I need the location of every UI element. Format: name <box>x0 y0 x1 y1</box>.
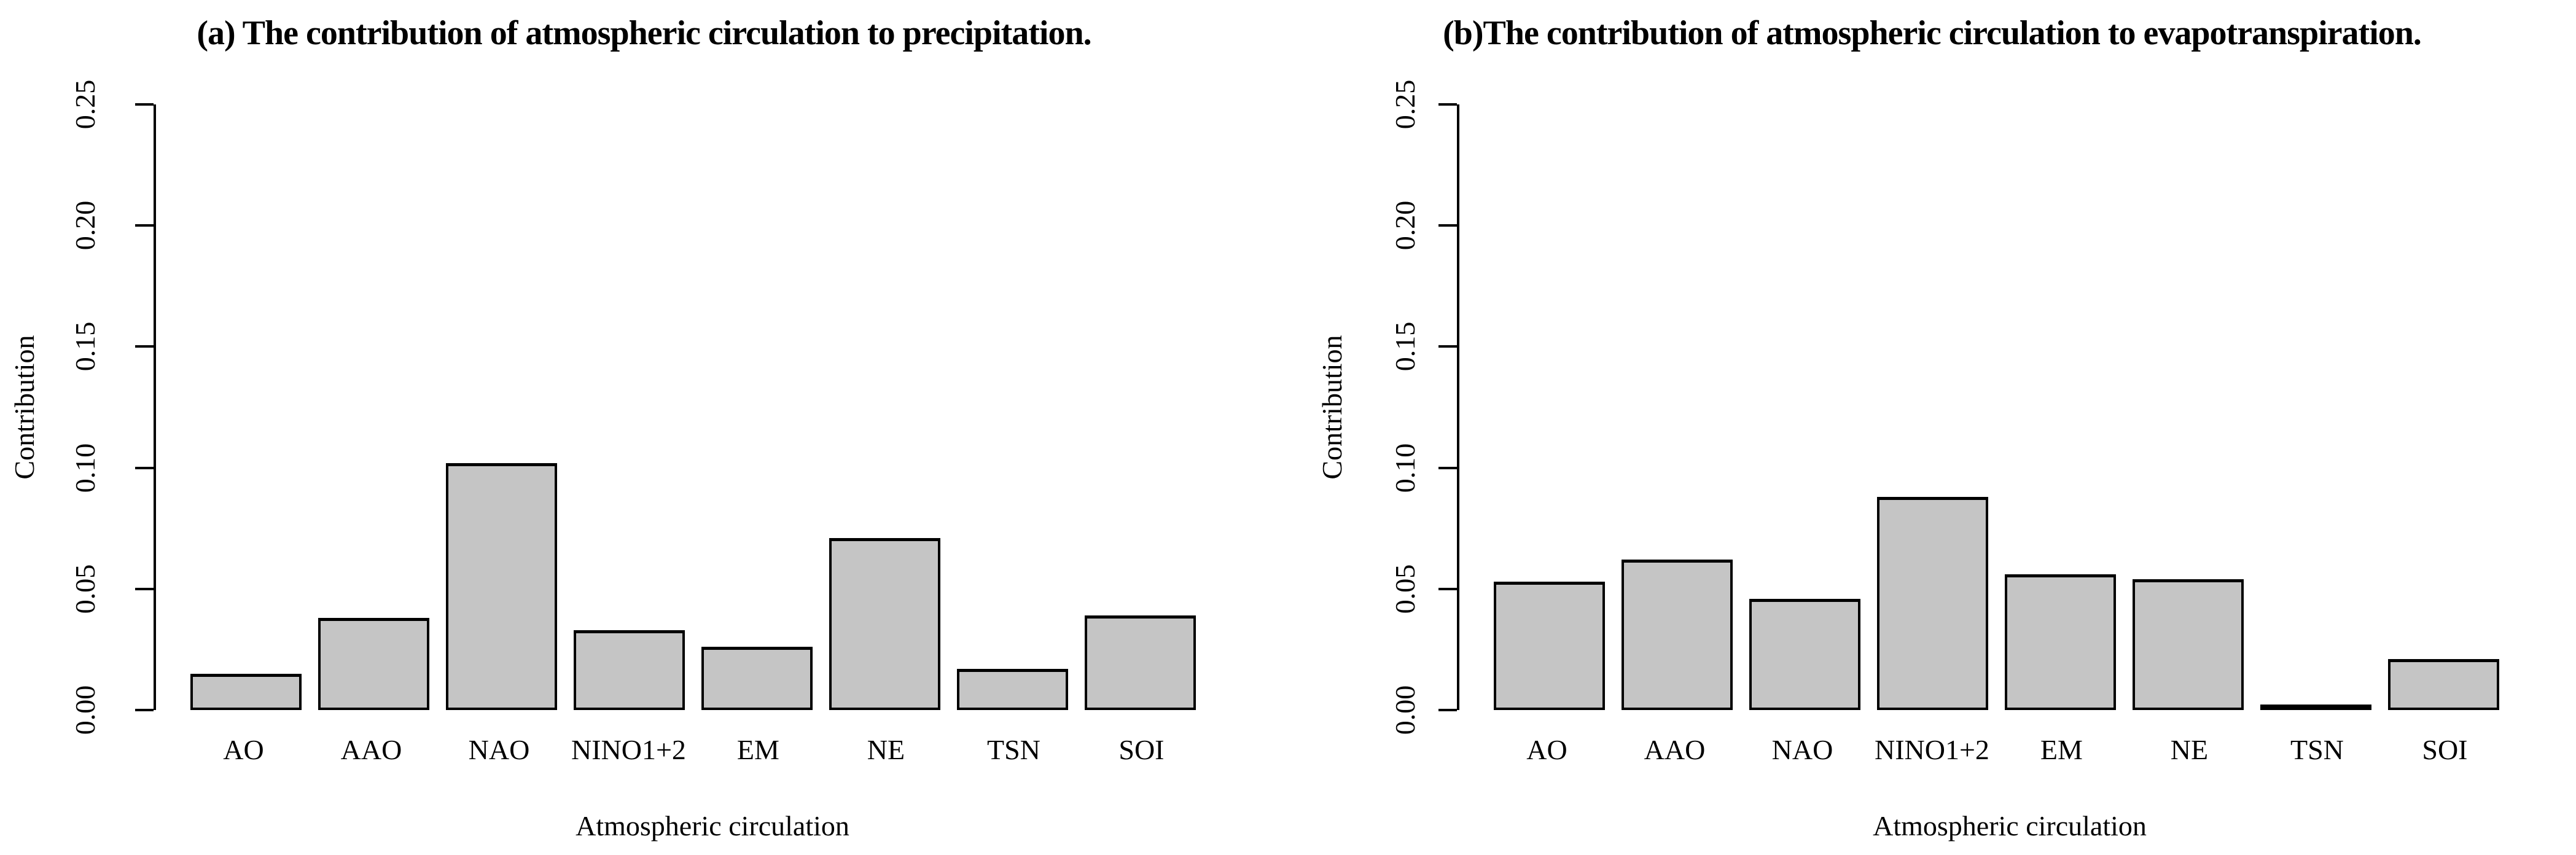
bars <box>156 104 1271 710</box>
x-axis-label: Atmospheric circulation <box>1873 810 2147 841</box>
chart-title: (b)The contribution of atmospheric circu… <box>1443 14 2422 52</box>
x-tick-label-AO: AO <box>1526 734 1567 765</box>
y-tick-label: 0.00 <box>69 685 101 735</box>
x-tick-labels: AO AAO NAO NINO1+2 EM NE TSN SOI <box>1457 736 2576 764</box>
bar-NAO <box>1749 598 1860 710</box>
y-tick <box>135 224 154 227</box>
bar-AO <box>1494 581 1605 710</box>
y-tick-label: 0.05 <box>69 564 101 614</box>
y-tick <box>135 345 154 348</box>
x-tick-label-NAO: NAO <box>468 734 530 765</box>
y-tick-label: 0.10 <box>69 443 101 493</box>
bar-TSN <box>2260 705 2371 710</box>
y-tick-label: 0.00 <box>1389 685 1421 735</box>
figure-panel-b: (b)The contribution of atmospheric circu… <box>1288 0 2576 855</box>
y-axis-label: Contribution <box>9 335 40 480</box>
y-tick <box>135 466 154 469</box>
y-tick <box>1438 345 1457 348</box>
y-tick-label: 0.20 <box>1389 200 1421 251</box>
x-tick-label-NE: NE <box>2170 734 2209 765</box>
y-tick <box>135 587 154 590</box>
bar-NINO1+2 <box>1877 496 1988 710</box>
bar-SOI <box>1085 615 1196 710</box>
y-tick-label: 0.05 <box>1389 564 1421 614</box>
y-tick-label: 0.20 <box>69 200 101 251</box>
y-tick-label: 0.25 <box>1389 79 1421 130</box>
y-tick <box>1438 224 1457 227</box>
x-tick-label-EM: EM <box>736 734 779 765</box>
x-tick-label-AO: AO <box>223 734 264 765</box>
x-axis-label: Atmospheric circulation <box>576 810 849 841</box>
x-tick-label-TSN: TSN <box>986 734 1040 765</box>
figure-panel-a: (a) The contribution of atmospheric circ… <box>9 14 1271 841</box>
x-tick-label-AAO: AAO <box>1644 734 1706 765</box>
y-tick <box>135 709 154 711</box>
bar-AAO <box>1622 560 1733 710</box>
bar-EM <box>2005 574 2116 710</box>
y-tick-label: 0.15 <box>69 322 101 372</box>
x-tick-label-EM: EM <box>2040 734 2083 765</box>
y-tick-label: 0.10 <box>1389 443 1421 493</box>
bar-EM <box>701 647 813 710</box>
bar-TSN <box>957 668 1068 710</box>
x-tick-label-NAO: NAO <box>1771 734 1833 765</box>
y-tick-label: 0.15 <box>1389 322 1421 372</box>
x-tick-label-NE: NE <box>867 734 905 765</box>
bar-NE <box>2133 579 2244 710</box>
plot-area: 0.00 0.05 0.10 0.15 0.20 0.25 <box>69 80 1271 735</box>
y-tick <box>1438 709 1457 711</box>
bar-AO <box>190 673 302 710</box>
y-tick <box>1438 103 1457 106</box>
y-tick-label: 0.25 <box>69 79 101 130</box>
y-tick <box>1438 466 1457 469</box>
bar-AAO <box>318 618 429 710</box>
bar-SOI <box>2388 659 2499 710</box>
chart-title: (a) The contribution of atmospheric circ… <box>197 14 1091 52</box>
y-axis-label: Contribution <box>1316 335 1348 480</box>
x-tick-labels: AO AAO NAO NINO1+2 EM NE TSN SOI <box>154 736 1306 764</box>
x-tick-label-SOI: SOI <box>2422 734 2468 765</box>
x-tick-label-AAO: AAO <box>340 734 402 765</box>
y-tick <box>135 103 154 106</box>
x-tick-label-NINO1+2: NINO1+2 <box>1875 734 1989 765</box>
bar-NE <box>829 537 940 710</box>
x-tick-label-TSN: TSN <box>2290 734 2344 765</box>
bar-NAO <box>446 463 557 710</box>
bar-NINO1+2 <box>574 630 685 710</box>
y-tick <box>1438 587 1457 590</box>
plot-area: 0.00 0.05 0.10 0.15 0.20 0.25 <box>1389 80 2562 735</box>
x-tick-label-NINO1+2: NINO1+2 <box>571 734 686 765</box>
bars <box>1459 104 2562 710</box>
x-tick-label-SOI: SOI <box>1118 734 1165 765</box>
